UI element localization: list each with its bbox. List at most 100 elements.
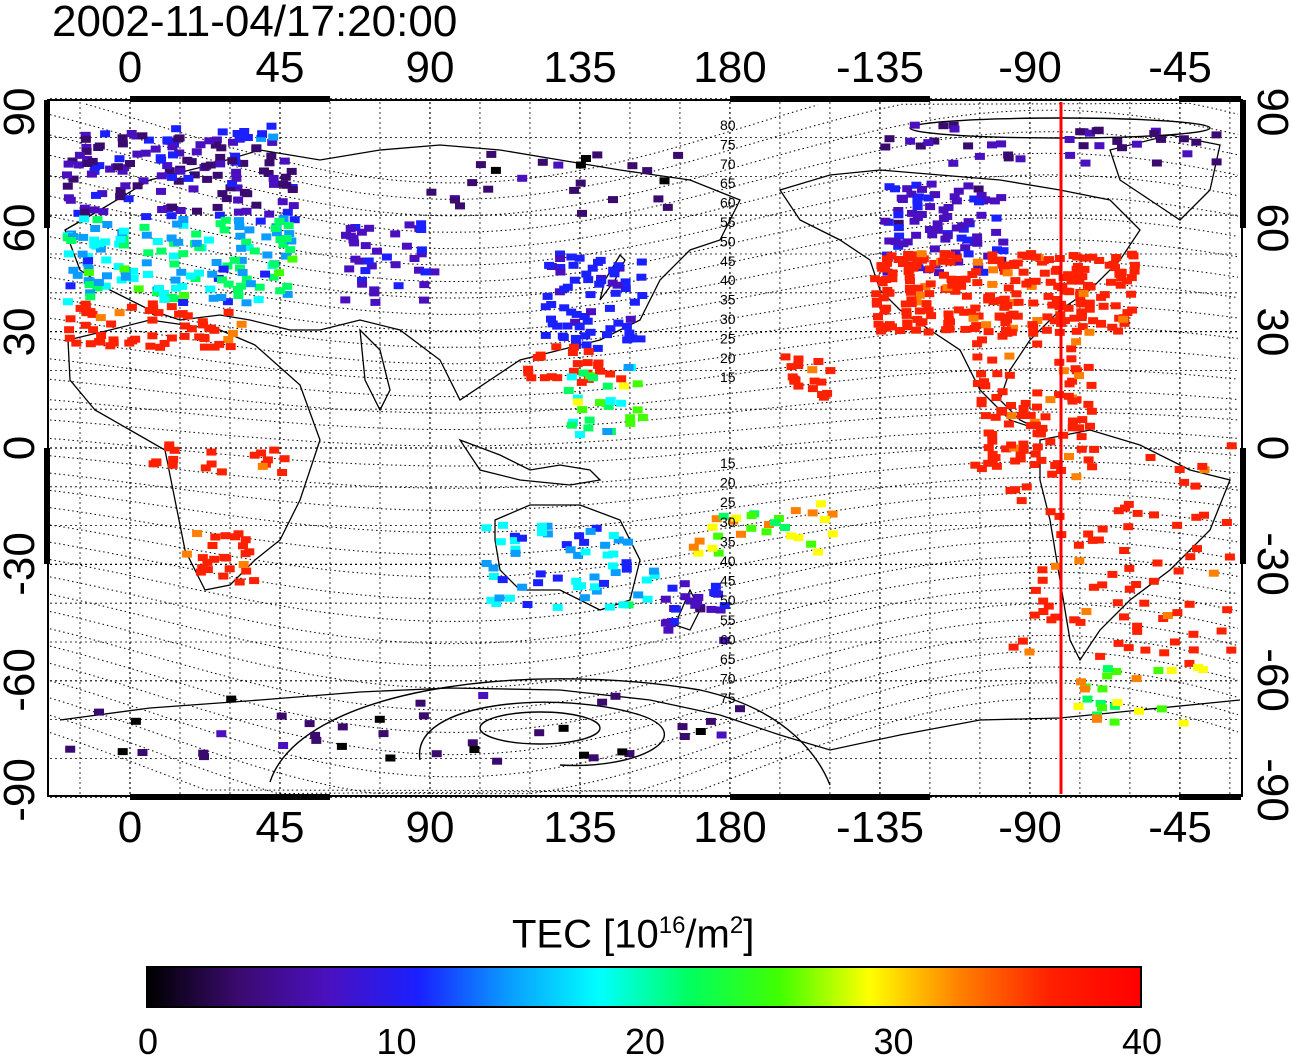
tec-cell — [1002, 261, 1013, 269]
tec-cell — [244, 226, 255, 234]
tec-cell — [381, 253, 392, 261]
tec-cell — [117, 134, 128, 142]
tec-cell — [1095, 652, 1106, 660]
tec-cell — [390, 230, 401, 238]
tec-cell — [813, 548, 824, 556]
tec-cell — [618, 601, 629, 609]
tec-cell — [490, 166, 501, 174]
tec-cell — [360, 242, 371, 250]
tec-cell — [180, 322, 191, 330]
tec-cell — [536, 522, 547, 530]
tec-cell — [1111, 254, 1122, 261]
tec-cell — [569, 276, 580, 284]
tec-cell — [1084, 305, 1095, 313]
tec-cell — [517, 174, 528, 182]
tec-cell — [1159, 649, 1170, 657]
tec-cell — [197, 564, 208, 572]
tec-cell — [467, 179, 478, 187]
tec-cell — [192, 207, 202, 215]
tec-cell — [970, 461, 981, 469]
tec-cell — [972, 279, 983, 287]
tec-cell — [64, 326, 75, 334]
tec-cell — [1021, 483, 1032, 491]
tec-cell — [1051, 562, 1061, 570]
tec-cell — [1098, 302, 1109, 310]
tec-cell — [959, 308, 970, 316]
tec-cell — [1032, 430, 1043, 438]
coastline-path — [67, 319, 321, 591]
tec-cell — [1123, 644, 1134, 652]
tec-cell — [905, 137, 916, 145]
tec-cell — [1085, 129, 1095, 137]
coastline-path — [458, 438, 602, 486]
tec-cell — [242, 134, 253, 141]
tec-cell — [205, 161, 216, 169]
tec-cell — [907, 209, 917, 217]
tec-cell — [578, 369, 589, 377]
mlat-contour — [49, 131, 1239, 233]
mlat-contour — [49, 102, 1239, 200]
longitude-tick-label: -135 — [835, 803, 925, 852]
tec-cell — [586, 308, 596, 316]
tec-cell — [1174, 466, 1185, 473]
tec-cell — [211, 259, 222, 266]
tec-cell — [929, 245, 940, 253]
tec-cell — [97, 190, 108, 198]
tec-cell — [1169, 638, 1180, 646]
tec-cell — [209, 326, 220, 334]
tec-cell — [566, 308, 577, 316]
tec-cell — [715, 606, 726, 614]
tec-cell — [1111, 668, 1122, 675]
tec-cell — [65, 745, 76, 753]
tec-cell — [629, 298, 640, 306]
tec-cell — [1018, 440, 1029, 448]
tec-cell — [921, 300, 932, 308]
tec-cell — [1109, 702, 1120, 710]
tec-cell — [1132, 622, 1143, 630]
tec-cell — [63, 160, 74, 168]
tec-cell — [542, 530, 553, 538]
tec-cell — [175, 167, 186, 175]
tec-cell — [925, 280, 936, 288]
tec-cell — [416, 246, 427, 254]
latitude-tick-label: 60 — [0, 203, 44, 253]
tec-cell — [960, 325, 971, 333]
tec-cell — [1131, 581, 1142, 588]
tec-cell — [660, 619, 671, 627]
tec-cell — [156, 156, 167, 164]
tec-cell — [1076, 678, 1086, 686]
contour-label: 20 — [720, 350, 736, 366]
tec-cell — [245, 280, 256, 288]
tec-cell — [896, 194, 907, 202]
tec-cell — [137, 749, 148, 756]
tec-cell — [185, 272, 196, 280]
tec-cell — [216, 144, 227, 152]
tec-cell — [962, 236, 973, 244]
tec-cell — [522, 601, 533, 608]
tec-cell — [608, 266, 619, 274]
tec-cell — [604, 304, 615, 312]
longitude-tick-label: -135 — [835, 43, 925, 92]
tec-cell — [593, 361, 604, 369]
tec-cell — [535, 353, 546, 361]
tec-cell — [602, 382, 613, 390]
tec-cell — [1015, 155, 1026, 163]
tec-cell — [904, 273, 915, 281]
tec-cell — [223, 280, 234, 288]
tec-cell — [568, 367, 579, 375]
tec-cell — [905, 288, 916, 296]
tec-cell — [1076, 308, 1087, 316]
tec-cell — [132, 182, 143, 190]
contour-label: 30 — [720, 311, 736, 327]
tec-cell — [238, 561, 249, 568]
tec-cell — [1113, 507, 1124, 515]
tec-cell — [279, 157, 290, 165]
tec-cell — [189, 171, 200, 179]
contour-label: 50 — [720, 233, 736, 249]
tec-cell — [102, 221, 113, 228]
tec-cell — [404, 221, 415, 229]
tec-cell — [138, 177, 149, 185]
tec-cell — [152, 238, 163, 245]
tec-cell — [1097, 685, 1108, 693]
tec-cell — [95, 314, 106, 322]
